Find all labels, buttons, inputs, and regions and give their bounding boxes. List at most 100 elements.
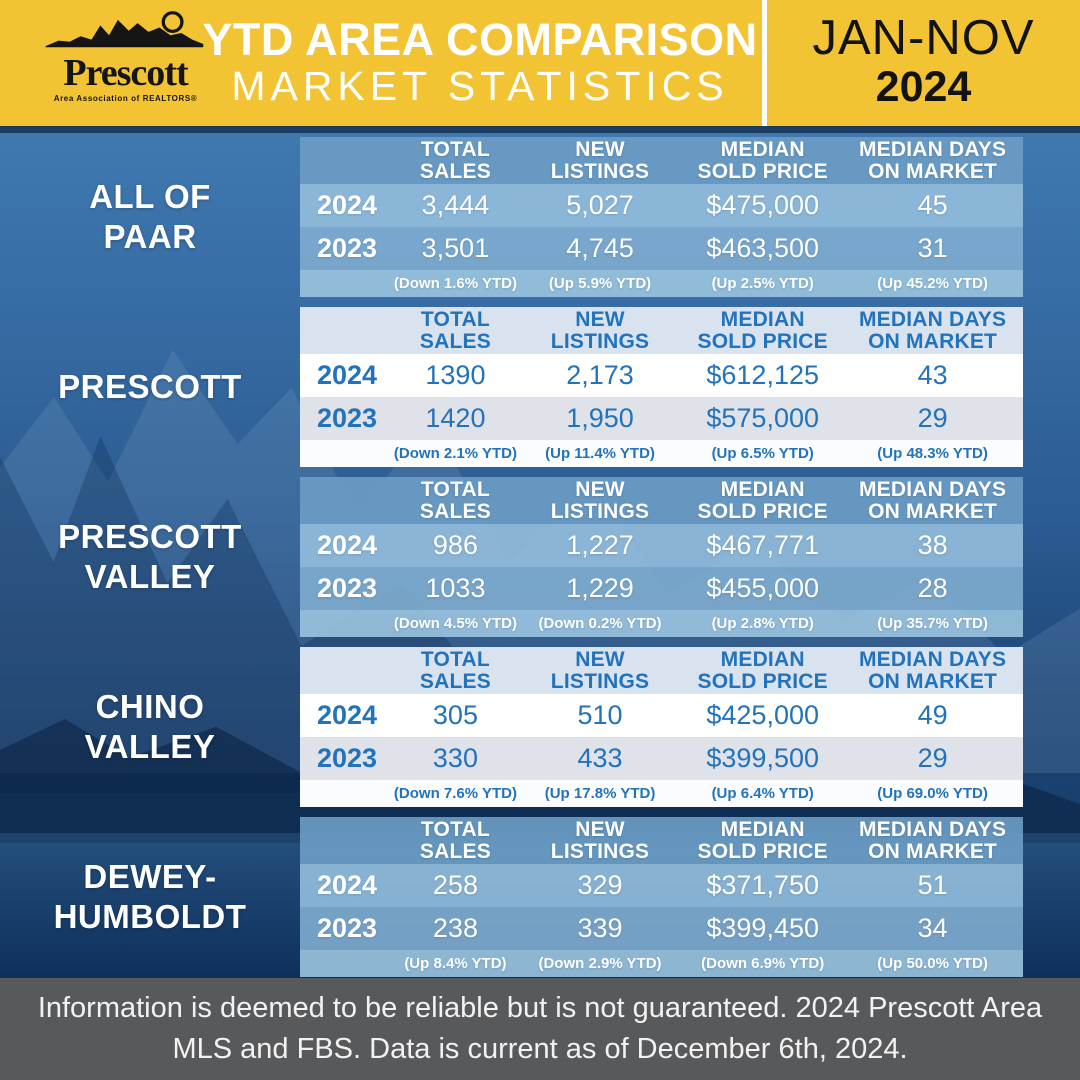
value-cell: $475,000 <box>706 190 819 220</box>
col-header-median-sold-price: MEDIAN SOLD PRICE <box>683 477 842 524</box>
table-row-2023: 2023 3,501 4,745 $463,500 31 <box>300 227 1023 270</box>
empty-cell <box>300 477 394 524</box>
col-header-line: MEDIAN <box>720 137 805 161</box>
change-cell: (Down 0.2% YTD) <box>538 615 662 632</box>
col-header-line: TOTAL <box>420 817 490 841</box>
value-cell: 31 <box>917 233 948 263</box>
value-cell: $575,000 <box>706 403 819 433</box>
col-header-median-days: MEDIAN DAYS ON MARKET <box>842 307 1023 354</box>
value-cell: 305 <box>432 700 478 730</box>
area-section-all-of-paar: ALL OF PAAR TOTAL SALES NEW LISTINGS MEDIA… <box>0 137 1080 297</box>
value-cell: $371,750 <box>706 870 819 900</box>
col-header-total-sales: TOTAL SALES <box>394 307 517 354</box>
change-cell: (Up 45.2% YTD) <box>877 275 988 292</box>
col-header-median-sold-price: MEDIAN SOLD PRICE <box>683 647 842 694</box>
value-cell: $455,000 <box>706 573 819 603</box>
value-cell: 29 <box>917 403 948 433</box>
col-header-median-sold-price: MEDIAN SOLD PRICE <box>683 817 842 864</box>
value-cell: 1,229 <box>566 573 634 603</box>
col-header-line: MEDIAN DAYS <box>858 817 1007 841</box>
change-cell: (Up 17.8% YTD) <box>544 785 656 802</box>
paar-logo: Prescott Area Association of REALTORS® <box>28 10 223 103</box>
table-header-row: TOTAL SALES NEW LISTINGS MEDIAN SOLD PRICE … <box>300 477 1023 524</box>
col-header-line: LISTINGS <box>550 499 650 523</box>
title-line2: MARKET STATISTICS <box>231 63 729 110</box>
col-header-line: ON MARKET <box>868 499 998 523</box>
table-header-row: TOTAL SALES NEW LISTINGS MEDIAN SOLD PRICE … <box>300 307 1023 354</box>
value-cell: $399,500 <box>706 743 819 773</box>
value-cell: 4,745 <box>566 233 634 263</box>
col-header-new-listings: NEW LISTINGS <box>517 307 683 354</box>
col-header-new-listings: NEW LISTINGS <box>517 477 683 524</box>
value-cell: $463,500 <box>706 233 819 263</box>
empty-cell <box>300 780 394 807</box>
area-label: ALL OF PAAR <box>0 137 300 297</box>
table-row-ytd-change: (Down 2.1% YTD) (Up 11.4% YTD) (Up 6.5% … <box>300 440 1023 467</box>
col-header-line: TOTAL <box>420 137 490 161</box>
value-cell: 3,444 <box>421 190 490 220</box>
col-header-line: LISTINGS <box>550 669 650 693</box>
change-cell: (Down 2.1% YTD) <box>393 445 517 462</box>
mountain-logo-icon <box>28 10 223 56</box>
value-cell: 510 <box>577 700 623 730</box>
year-cell: 2023 <box>316 403 378 433</box>
logo-subtitle: Area Association of REALTORS® <box>53 93 198 103</box>
stats-table: TOTAL SALES NEW LISTINGS MEDIAN SOLD PRICE … <box>300 137 1023 297</box>
change-cell: (Up 5.9% YTD) <box>548 275 652 292</box>
col-header-total-sales: TOTAL SALES <box>394 137 517 184</box>
col-header-line: MEDIAN DAYS <box>858 647 1007 671</box>
col-header-line: ON MARKET <box>868 669 998 693</box>
table-row-ytd-change: (Down 1.6% YTD) (Up 5.9% YTD) (Up 2.5% Y… <box>300 270 1023 297</box>
col-header-line: SOLD PRICE <box>697 329 828 353</box>
change-cell: (Down 7.6% YTD) <box>393 785 517 802</box>
col-header-line: SALES <box>419 839 491 863</box>
area-section-dewey-humboldt: DEWEY- HUMBOLDT TOTAL SALES NEW LISTINGS M… <box>0 817 1080 977</box>
value-cell: 29 <box>917 743 948 773</box>
value-cell: 3,501 <box>421 233 490 263</box>
table-row-2023: 2023 330 433 $399,500 29 <box>300 737 1023 780</box>
value-cell: $467,771 <box>706 530 819 560</box>
disclaimer-text-line2: MLS and FBS. Data is current as of Decem… <box>172 1033 908 1065</box>
col-header-median-days: MEDIAN DAYS ON MARKET <box>842 477 1023 524</box>
col-header-median-days: MEDIAN DAYS ON MARKET <box>842 817 1023 864</box>
year-cell: 2024 <box>316 530 378 560</box>
value-cell: 1390 <box>425 360 486 390</box>
value-cell: 986 <box>432 530 478 560</box>
value-cell: $425,000 <box>706 700 819 730</box>
col-header-line: MEDIAN <box>720 477 805 501</box>
value-cell: 43 <box>917 360 948 390</box>
year-cell: 2023 <box>316 743 378 773</box>
change-cell: (Up 8.4% YTD) <box>404 955 507 972</box>
change-cell: (Up 35.7% YTD) <box>877 615 988 632</box>
col-header-line: SALES <box>419 499 491 523</box>
col-header-line: SALES <box>419 329 491 353</box>
col-header-line: MEDIAN DAYS <box>858 477 1007 501</box>
value-cell: 5,027 <box>566 190 634 220</box>
area-section-prescott-valley: PRESCOTT VALLEY TOTAL SALES NEW LISTINGS M… <box>0 477 1080 637</box>
area-label: PRESCOTT <box>0 307 300 467</box>
table-row-2024: 2024 3,444 5,027 $475,000 45 <box>300 184 1023 227</box>
empty-cell <box>300 137 394 184</box>
year-cell: 2024 <box>316 190 378 220</box>
table-row-ytd-change: (Down 4.5% YTD) (Down 0.2% YTD) (Up 2.8%… <box>300 610 1023 637</box>
col-header-new-listings: NEW LISTINGS <box>517 137 683 184</box>
col-header-line: MEDIAN <box>720 817 805 841</box>
table-header-row: TOTAL SALES NEW LISTINGS MEDIAN SOLD PRICE … <box>300 647 1023 694</box>
value-cell: $612,125 <box>706 360 819 390</box>
empty-cell <box>300 610 394 637</box>
value-cell: 329 <box>577 870 623 900</box>
table-row-2023: 2023 1033 1,229 $455,000 28 <box>300 567 1023 610</box>
value-cell: 433 <box>577 743 623 773</box>
col-header-line: LISTINGS <box>550 159 650 183</box>
col-header-line: ON MARKET <box>868 329 998 353</box>
col-header-line: MEDIAN <box>720 307 805 331</box>
col-header-line: SALES <box>419 159 491 183</box>
period-months: JAN-NOV <box>812 10 1035 65</box>
col-header-line: SALES <box>419 669 491 693</box>
stats-table: TOTAL SALES NEW LISTINGS MEDIAN SOLD PRICE … <box>300 817 1023 977</box>
table-row-2024: 2024 258 329 $371,750 51 <box>300 864 1023 907</box>
stats-table: TOTAL SALES NEW LISTINGS MEDIAN SOLD PRICE … <box>300 477 1023 637</box>
change-cell: (Down 2.9% YTD) <box>538 955 662 972</box>
empty-cell <box>300 307 394 354</box>
